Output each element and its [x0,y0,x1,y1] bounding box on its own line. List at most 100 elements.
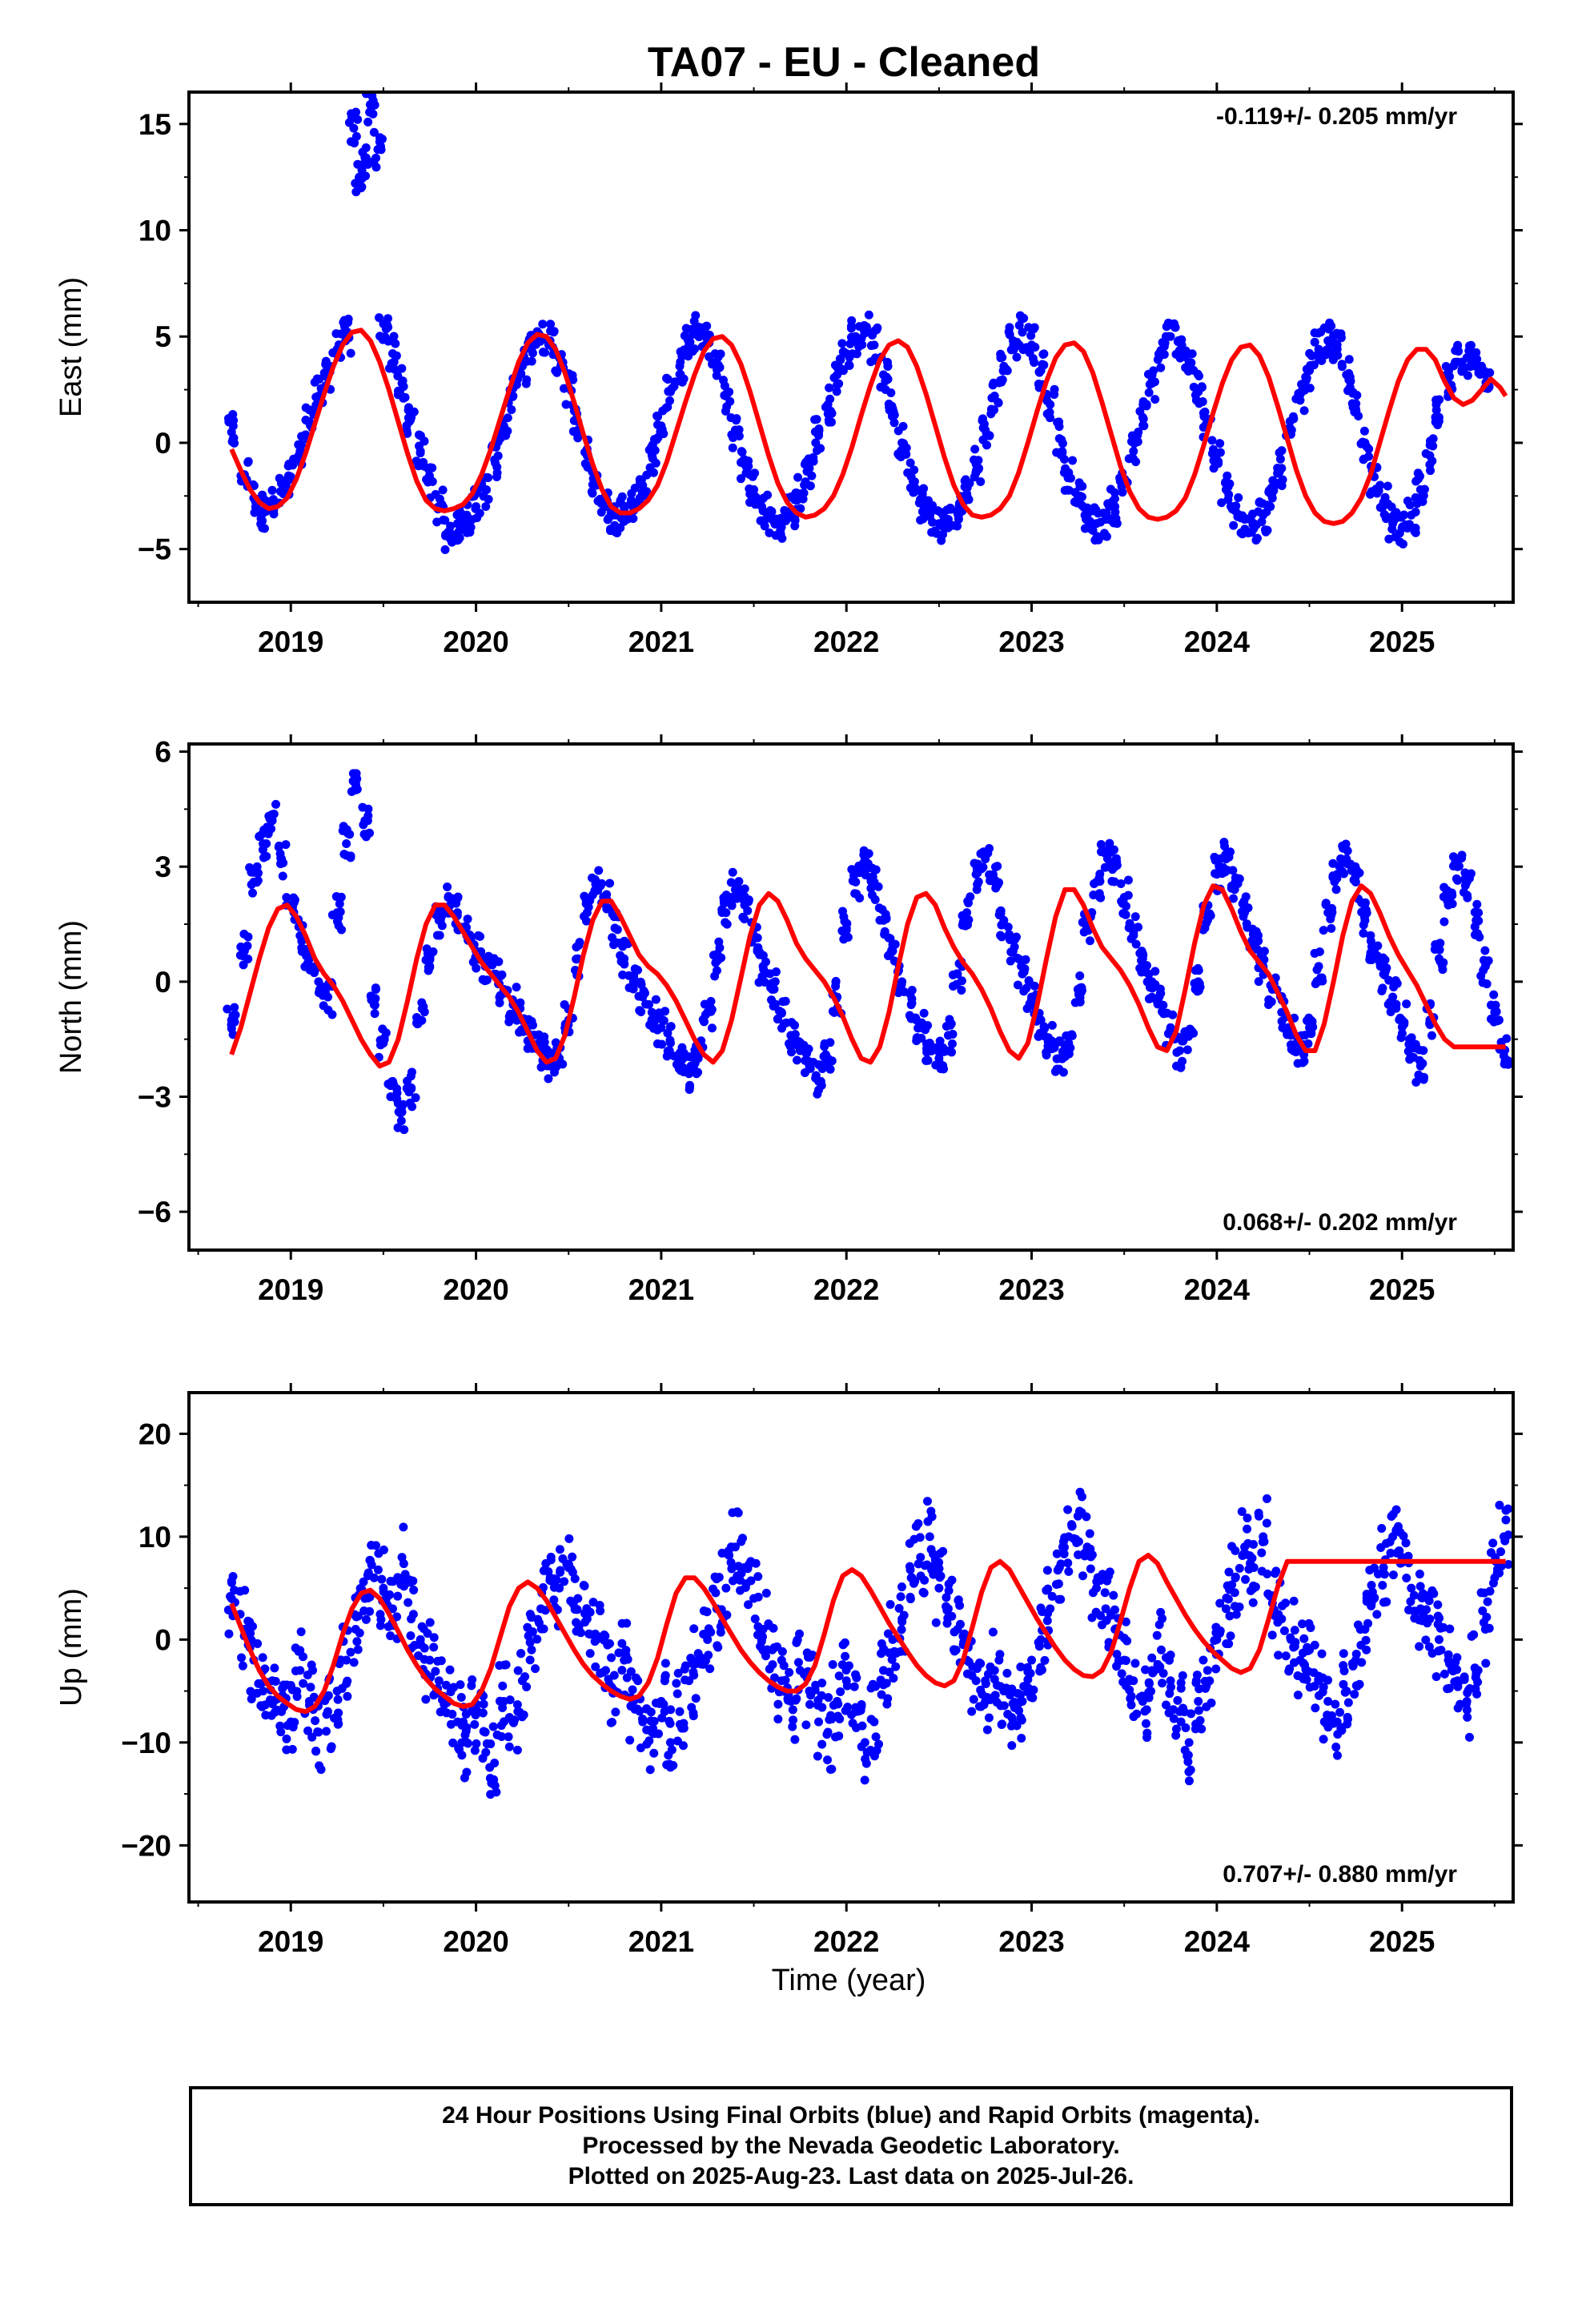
data-point-cloud [527,356,536,366]
data-point-cloud [460,516,470,525]
data-point-cloud [978,435,988,444]
data-point-cloud [1023,1675,1033,1684]
data-point-cloud [930,1555,940,1565]
data-point-cloud [1156,363,1166,372]
data-point-cloud [1378,1581,1387,1590]
x-tick-label: 2020 [443,1925,508,1958]
data-point-cloud [883,951,893,960]
data-point-cloud [1463,1688,1472,1698]
data-point-cloud [728,892,737,902]
data-point-cloud [1235,1602,1244,1612]
data-point-cloud [461,1727,471,1736]
data-point-cloud [489,954,499,963]
data-point-cloud [587,487,596,497]
data-point-cloud [1471,1684,1480,1694]
data-point-cloud [847,316,857,325]
data-point-cloud [287,459,296,468]
data-point-cloud [1331,885,1341,895]
data-point-cloud [355,1628,364,1638]
data-point-cloud [1109,1590,1118,1600]
data-point-cloud [1014,955,1024,964]
data-point-cloud [1418,497,1427,506]
data-point-cloud [829,373,839,383]
data-point-cloud [540,348,549,357]
data-point-cloud [1234,493,1243,502]
data-point-cloud [1331,1743,1341,1752]
data-point-cloud [347,786,356,796]
data-point-cloud [834,379,844,388]
data-point-cloud [251,502,260,512]
data-point-cloud [946,1019,956,1028]
data-point-cloud [1147,992,1157,1002]
data-point-cloud [1433,1619,1443,1629]
data-point-cloud [661,404,671,413]
data-point [814,1717,824,1727]
data-point-cloud [1367,1581,1376,1590]
data-point-cloud [1180,1027,1190,1036]
data-point-cloud [1391,1505,1401,1514]
data-point-cloud [1298,1619,1307,1629]
data-point-cloud [386,1577,396,1586]
data-point [1379,1562,1388,1572]
data-point-cloud [905,1594,915,1604]
data-point-cloud [781,996,790,1006]
data-point-cloud [1403,497,1412,506]
data-point-cloud [311,1747,321,1756]
data-point-cloud [495,1661,504,1671]
data-point-cloud [286,1681,295,1691]
data-point-cloud [807,471,817,480]
data-point-cloud [1154,992,1164,1002]
data-point-cloud [397,364,407,373]
data-point-cloud [456,1680,465,1690]
data-point-cloud [644,999,654,1009]
data-point-cloud [1229,521,1239,530]
data-point-cloud [905,1565,915,1574]
data-point [434,1676,444,1686]
data-point-cloud [1024,323,1034,332]
data-point-cloud [1343,1698,1353,1707]
data-point-cloud [935,1036,945,1046]
data-point-cloud [607,1718,616,1727]
data-point-cloud [1415,1055,1424,1065]
data-point-cloud [492,1787,501,1797]
data-point-cloud [227,437,237,447]
data-point-cloud [1456,1699,1465,1709]
data-point-cloud [441,1680,451,1690]
data-point-cloud [335,907,345,917]
data-point-cloud [793,1658,803,1667]
data-point-cloud [307,1660,316,1670]
data-point-cloud [272,1705,282,1715]
data-point-cloud [1411,523,1420,533]
data-point-cloud [835,1714,845,1723]
x-tick-label: 2022 [813,625,879,658]
data-point-cloud [367,1541,376,1550]
data-point-cloud [343,1676,352,1686]
data-point-cloud [1395,537,1405,547]
data-point-cloud [579,1581,588,1590]
data-point-cloud [685,1084,694,1094]
data-point-cloud [351,187,361,197]
data-point-cloud [849,1682,859,1691]
data-point-cloud [556,1566,565,1575]
data-point-cloud [664,1751,673,1760]
data-point-cloud [546,320,556,329]
data-point-cloud [1236,513,1246,523]
data-point-cloud [609,1671,619,1680]
data-point-cloud [851,1670,861,1679]
data-point-cloud [361,155,371,165]
data-point-cloud [1488,0,1497,5]
data-point-cloud [444,891,453,901]
data-point-cloud [1375,480,1385,490]
y-tick-label: 5 [155,320,171,353]
data-point-cloud [1415,472,1425,481]
data-point-cloud [974,464,983,474]
data-point-cloud [1176,1717,1186,1727]
data-point-cloud [1293,1691,1303,1700]
data-point-cloud [825,1064,835,1074]
data-point-cloud [711,958,721,967]
data-point-cloud [1254,931,1263,940]
data-point-cloud [1314,1691,1323,1700]
data-point-cloud [832,387,841,396]
data-point-cloud [1350,407,1359,416]
data-point-cloud [1415,1642,1424,1651]
